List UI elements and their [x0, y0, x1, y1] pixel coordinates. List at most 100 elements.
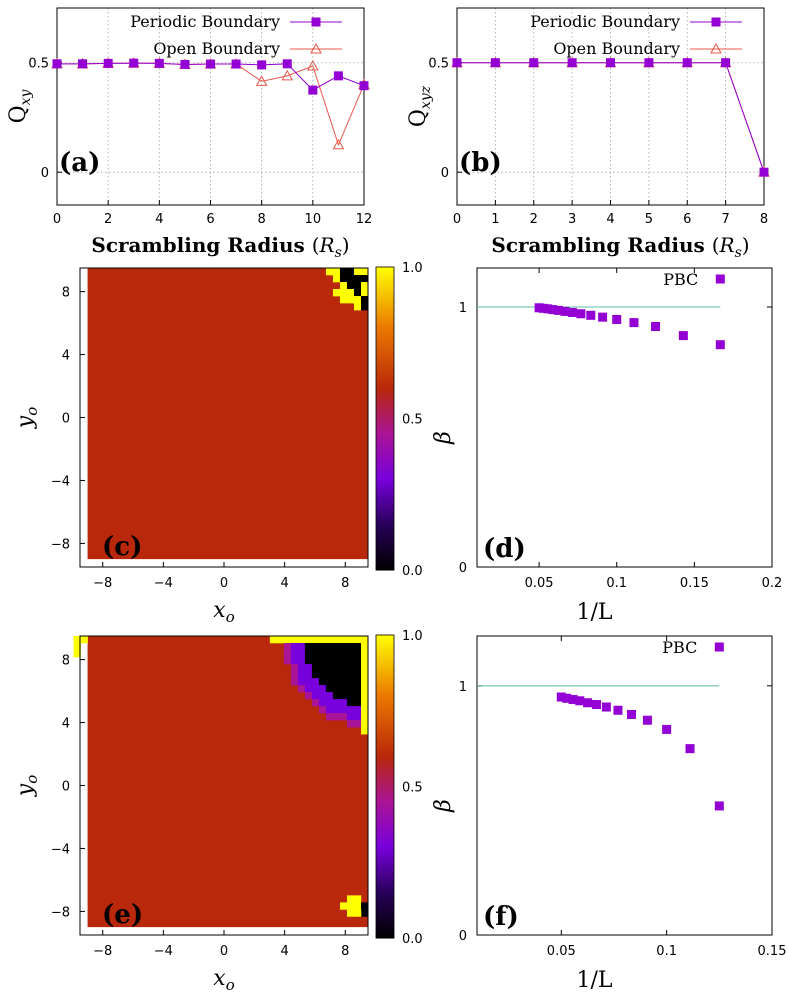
- heatmap-cell: [311, 678, 320, 686]
- heatmap-cell: [318, 692, 327, 700]
- x-tick-label: 4: [155, 212, 163, 227]
- heatmap-cell: [353, 268, 362, 276]
- heatmap-cell: [339, 699, 348, 707]
- x-tick-label: 6: [683, 212, 691, 227]
- legend-marker: [710, 42, 722, 54]
- heatmap-cell: [353, 671, 362, 679]
- x-tick-label: 6: [206, 212, 214, 227]
- data-point: [332, 138, 345, 150]
- heatmap-cell: [339, 713, 348, 721]
- x-tick-label: 2: [530, 212, 538, 227]
- x-tick-label: 4: [606, 212, 614, 227]
- legend-label: Periodic Boundary: [130, 12, 280, 31]
- data-point: [206, 59, 215, 69]
- heatmap-cell: [332, 685, 341, 693]
- heatmap-cell: [360, 643, 369, 651]
- data-point: [52, 59, 62, 69]
- heatmap-cell: [283, 643, 292, 651]
- x-tick-label: 0.2: [762, 576, 783, 591]
- heatmap-cell: [360, 289, 369, 297]
- heatmap-cell: [353, 303, 362, 311]
- heatmap-cell: [332, 671, 341, 679]
- heatmap-cell: [290, 643, 299, 651]
- heatmap-cell: [346, 678, 355, 686]
- panel-label: (b): [459, 148, 502, 178]
- heatmap-cell: [346, 650, 355, 658]
- plot-frame: [456, 7, 765, 206]
- heatmap-cell: [290, 650, 299, 658]
- heatmap-cell: [353, 909, 362, 917]
- plot-frame: [79, 635, 369, 936]
- data-point: [601, 702, 611, 712]
- heatmap-cell: [346, 720, 355, 728]
- legend-label: PBC: [662, 638, 697, 657]
- x-tick-label: 8: [341, 576, 349, 591]
- data-point: [576, 309, 586, 319]
- panel-f: 0.05 0.1 0.15 0 1 PBC 1/L β (f): [431, 635, 786, 993]
- data-point: [626, 709, 636, 719]
- heatmap-cell: [283, 650, 292, 658]
- data-point: [568, 695, 578, 705]
- heatmap-cell: [360, 657, 369, 665]
- heatmap-cell: [353, 275, 362, 283]
- heatmap-cell: [360, 706, 369, 714]
- heatmap-cell: [346, 664, 355, 672]
- heatmap-cell: [325, 636, 334, 644]
- heatmap-cell: [304, 650, 313, 658]
- data-point: [180, 59, 190, 69]
- heatmap-cell: [346, 713, 355, 721]
- y-axis-title: β: [431, 431, 456, 445]
- x-tick-label: −8: [93, 576, 112, 591]
- data-point: [560, 306, 570, 316]
- y-tick-label: 4: [62, 717, 70, 732]
- heatmap-cell: [353, 282, 362, 290]
- heatmap-cell: [346, 296, 355, 304]
- heatmap-cell: [269, 636, 278, 644]
- heatmap-cell: [332, 289, 341, 297]
- heatmap-cell: [346, 643, 355, 651]
- y-tick-label: 8: [62, 286, 70, 301]
- data-point: [78, 59, 88, 69]
- heatmap-cell: [339, 671, 348, 679]
- heatmap-cell: [339, 643, 348, 651]
- data-point: [543, 304, 553, 314]
- heatmap-cell: [304, 643, 313, 651]
- heatmap-cell: [353, 678, 362, 686]
- data-point: [538, 303, 548, 313]
- x-axis-title: Scrambling Radius (Rs): [491, 233, 749, 261]
- heatmap-cell: [360, 650, 369, 658]
- y-axis-title: Qxyz: [406, 85, 434, 127]
- plot-frame: [79, 267, 369, 568]
- heatmap-cell: [325, 657, 334, 665]
- heatmap-cell: [360, 909, 369, 917]
- data-point: [644, 58, 654, 68]
- heatmap-cell: [339, 636, 348, 644]
- colorbar-tick-label: 1.0: [402, 261, 423, 276]
- heatmap-cell: [311, 636, 320, 644]
- heatmap-cell: [339, 657, 348, 665]
- y-axis-title: Qxy: [6, 88, 34, 123]
- heatmap-cell: [325, 671, 334, 679]
- x-axis-title: 1/L: [576, 600, 612, 625]
- panel-label: (e): [102, 900, 143, 930]
- heatmap-cell: [332, 678, 341, 686]
- heatmap-cell: [318, 636, 327, 644]
- plot-frame: [56, 7, 365, 206]
- legend-marker: [715, 274, 725, 284]
- colorbar-tick-label: 1.0: [402, 629, 423, 644]
- y-axis-title: β: [431, 799, 456, 813]
- legend-marker: [311, 17, 321, 27]
- heatmap-cell: [339, 268, 348, 276]
- heatmap-cell: [290, 657, 299, 665]
- y-tick-label: 0: [62, 412, 70, 427]
- heatmap-cell: [276, 636, 285, 644]
- heatmap-cell: [304, 692, 313, 700]
- colorbar-tick-label: 0.5: [402, 413, 423, 428]
- x-tick-label: 8: [341, 944, 349, 959]
- heatmap-cell: [346, 909, 355, 917]
- heatmap-cell: [360, 664, 369, 672]
- x-tick-label: 1: [491, 212, 499, 227]
- heatmap-cell: [360, 713, 369, 721]
- heatmap-cell: [339, 685, 348, 693]
- panel-d: 0.05 0.1 0.15 0.2 0 1 PBC 1/L β (d): [431, 267, 783, 625]
